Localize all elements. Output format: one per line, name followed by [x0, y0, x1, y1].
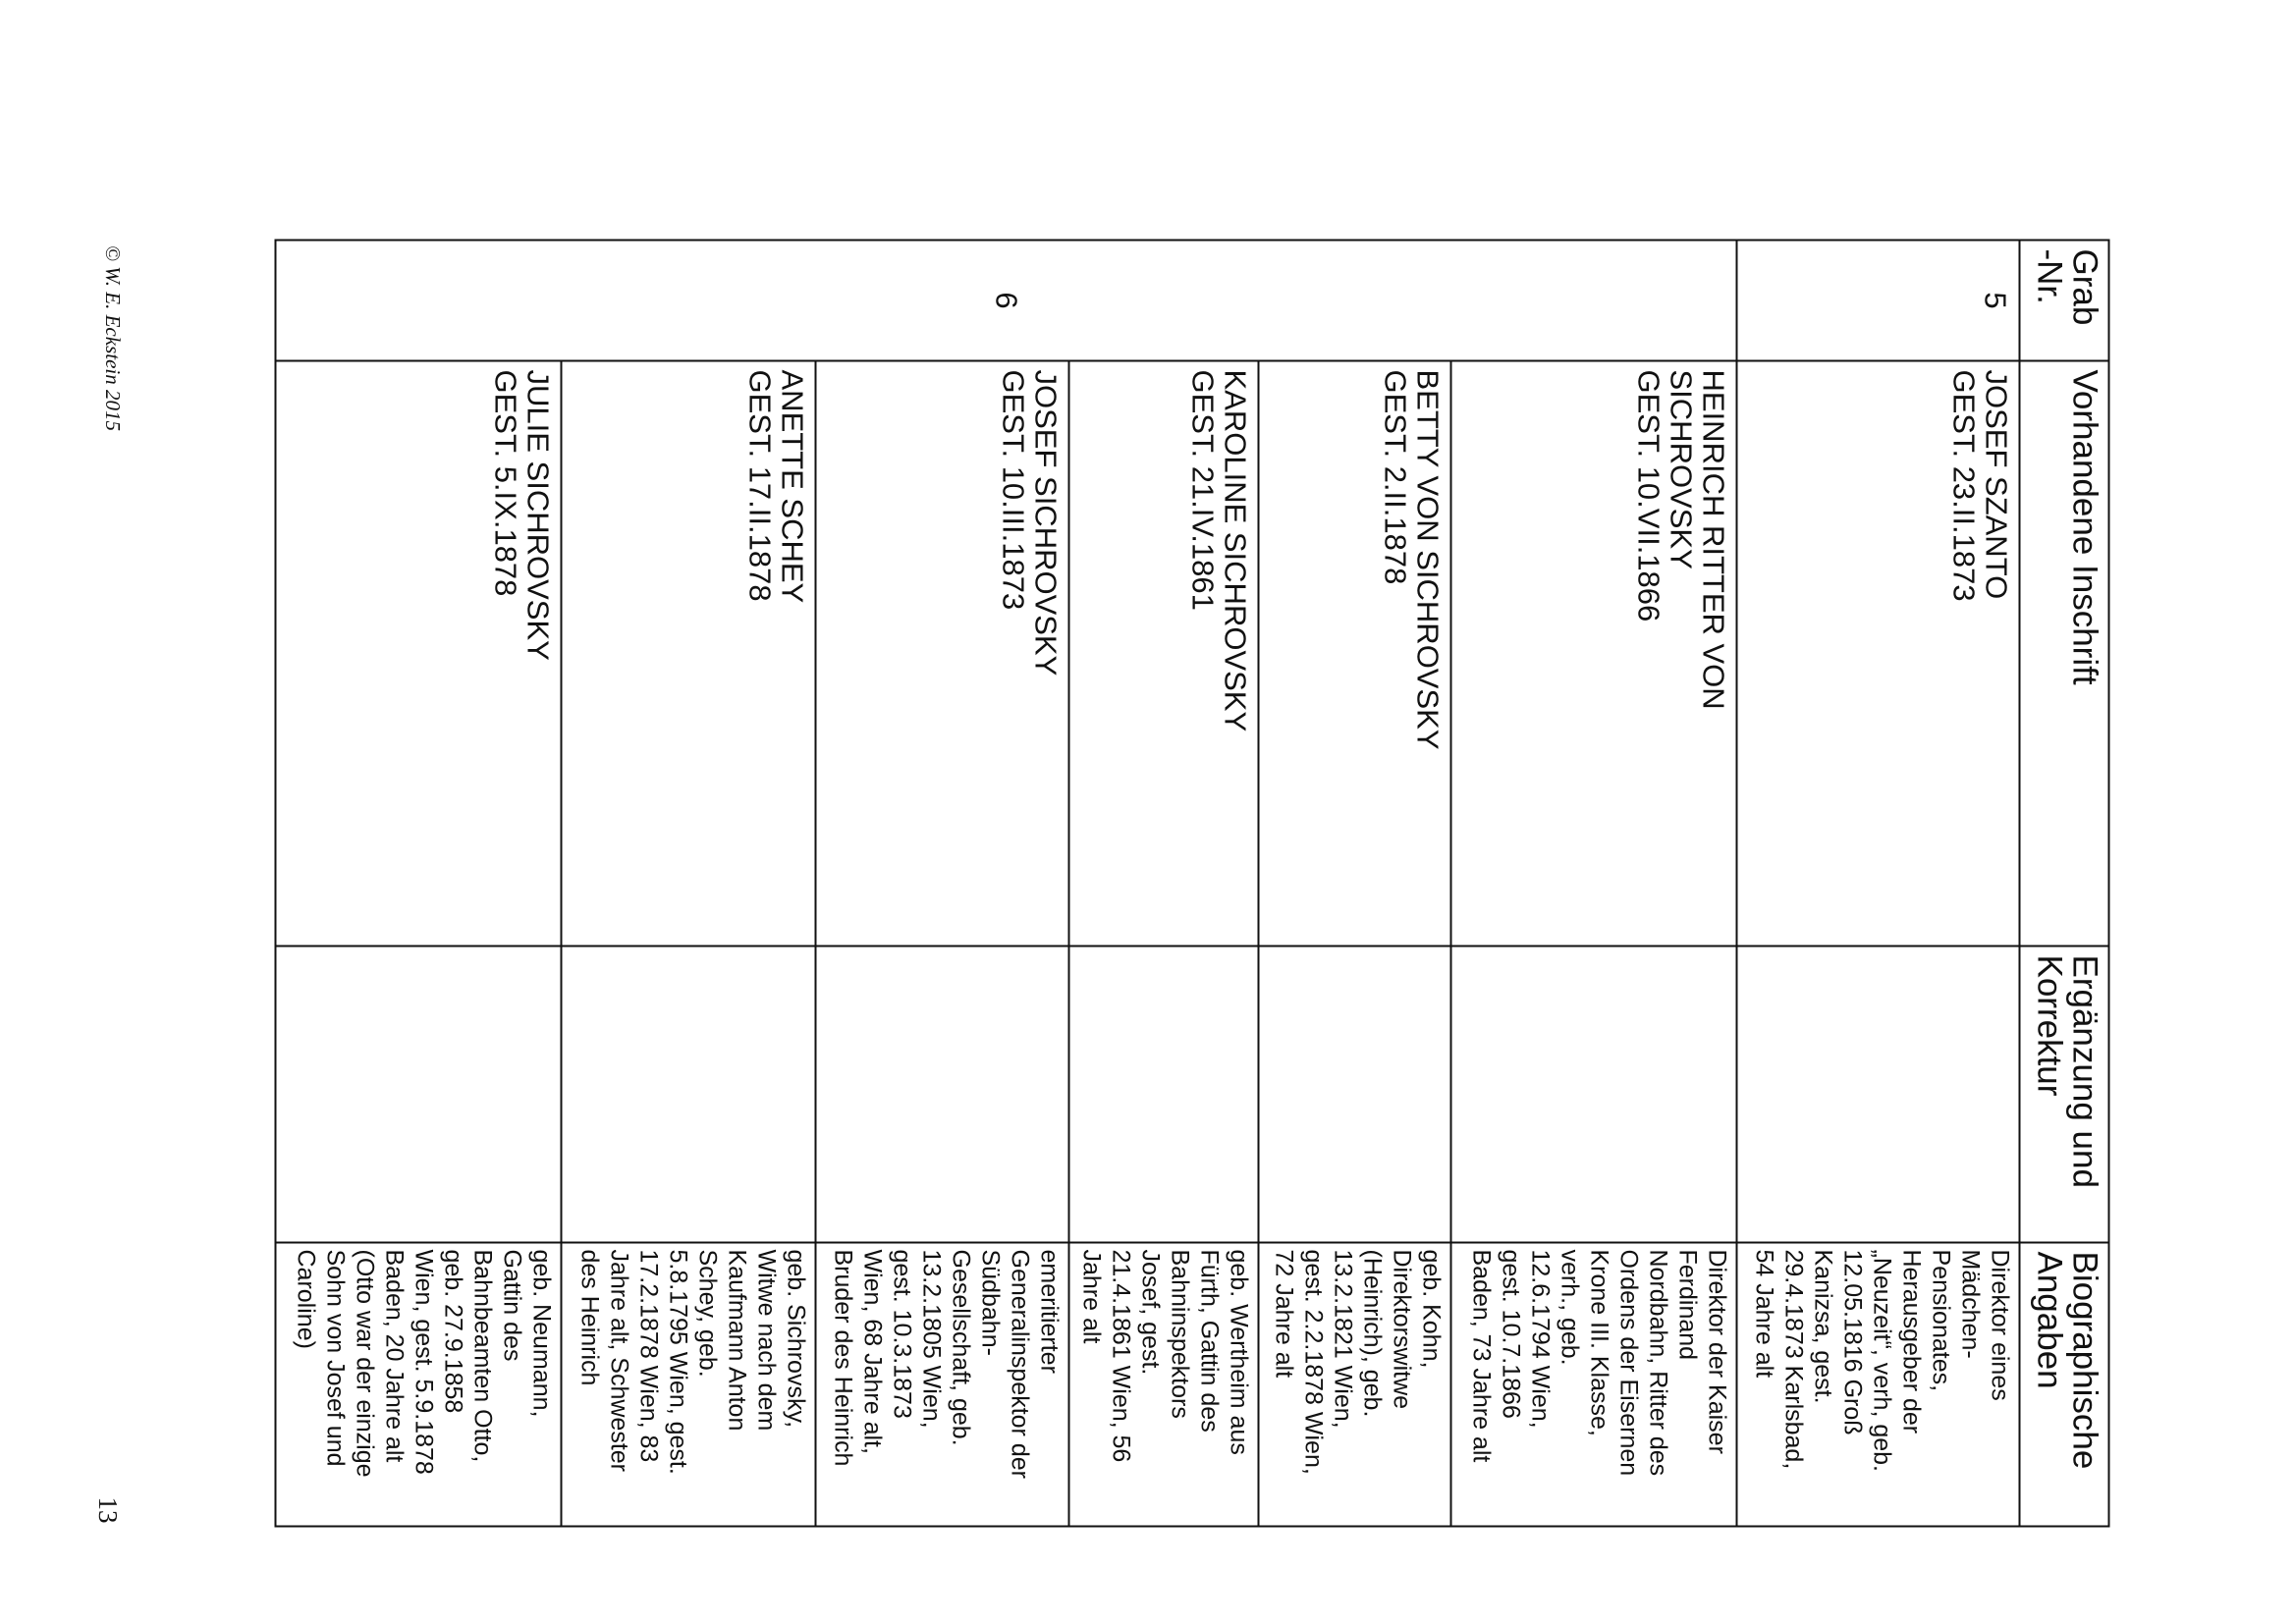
header-bio: Biographische Angaben: [2019, 1242, 2109, 1527]
header-grab-nr: Grab -Nr.: [2019, 240, 2109, 361]
bio-cell: geb. Neumann, Gattin des Bahnbeamten Ott…: [275, 1242, 562, 1527]
ergaenzung-cell: [275, 946, 562, 1243]
bio-cell: Direktor eines Mädchen- Pensionates, Her…: [1736, 1242, 2020, 1527]
inschrift-cell: JULIE SICHROVSKY GEST. 5.IX.1878: [275, 360, 562, 947]
bio-cell: geb. Wertheim aus Fürth, Gattin des Bahn…: [1068, 1242, 1259, 1527]
inschrift-cell: HEINRICH RITTER VON SICHROVSKY GEST. 10.…: [1450, 360, 1737, 947]
table-row: ANETTE SCHEY GEST. 17.II.1878 geb. Sichr…: [561, 241, 816, 1527]
bio-cell: Direktor der Kaiser Ferdinand Nordbahn, …: [1450, 1242, 1737, 1527]
table-row: BETTY VON SICHROVSKY GEST. 2.II.1878 geb…: [1258, 241, 1451, 1527]
grab-nr-cell: 6: [275, 240, 1737, 361]
table-row: 6 HEINRICH RITTER VON SICHROVSKY GEST. 1…: [275, 240, 1737, 1527]
inschrift-cell: BETTY VON SICHROVSKY GEST. 2.II.1878: [1258, 360, 1451, 947]
bio-cell: geb. Sichrovsky, Witwe nach dem Kaufmann…: [561, 1242, 816, 1527]
header-inschrift: Vorhandene Inschrift: [2019, 360, 2109, 947]
table-header-row: Grab -Nr. Vorhandene Inschrift Ergänzung…: [2019, 240, 2109, 1527]
ergaenzung-cell: [1258, 946, 1451, 1243]
header-ergaenzung: Ergänzung und Korrektur: [2019, 946, 2109, 1243]
page-number: 13: [93, 1496, 123, 1524]
ergaenzung-cell: [1736, 946, 2020, 1243]
grave-inscriptions-table: Grab -Nr. Vorhandene Inschrift Ergänzung…: [275, 240, 2110, 1528]
table-row: JOSEF SICHROVSKY GEST. 10.III.1873 emeri…: [815, 241, 1069, 1527]
bio-cell: geb. Kohn, Direktorswitwe (Heinrich), ge…: [1258, 1242, 1451, 1527]
grab-nr-cell: 5: [1736, 240, 2020, 361]
inschrift-cell: JOSEF SZANTO GEST. 23.II.1873: [1736, 360, 2020, 947]
inschrift-cell: ANETTE SCHEY GEST. 17.II.1878: [561, 360, 816, 947]
table-row: KAROLINE SICHROVSKY GEST. 21.IV.1861 geb…: [1068, 241, 1259, 1527]
copyright-notice: © W. E. Eckstein 2015: [101, 245, 125, 431]
inschrift-cell: KAROLINE SICHROVSKY GEST. 21.IV.1861: [1068, 360, 1259, 947]
ergaenzung-cell: [815, 946, 1069, 1243]
table-row: 5 JOSEF SZANTO GEST. 23.II.1873 Direktor…: [1736, 240, 2020, 1527]
table-row: JULIE SICHROVSKY GEST. 5.IX.1878 geb. Ne…: [275, 241, 562, 1527]
ergaenzung-cell: [1068, 946, 1259, 1243]
bio-cell: emeritierter Generalinspektor der Südbah…: [815, 1242, 1069, 1527]
inschrift-cell: JOSEF SICHROVSKY GEST. 10.III.1873: [815, 360, 1069, 947]
ergaenzung-cell: [561, 946, 816, 1243]
grave-table-page: Grab -Nr. Vorhandene Inschrift Ergänzung…: [275, 240, 2110, 1528]
ergaenzung-cell: [1450, 946, 1737, 1243]
